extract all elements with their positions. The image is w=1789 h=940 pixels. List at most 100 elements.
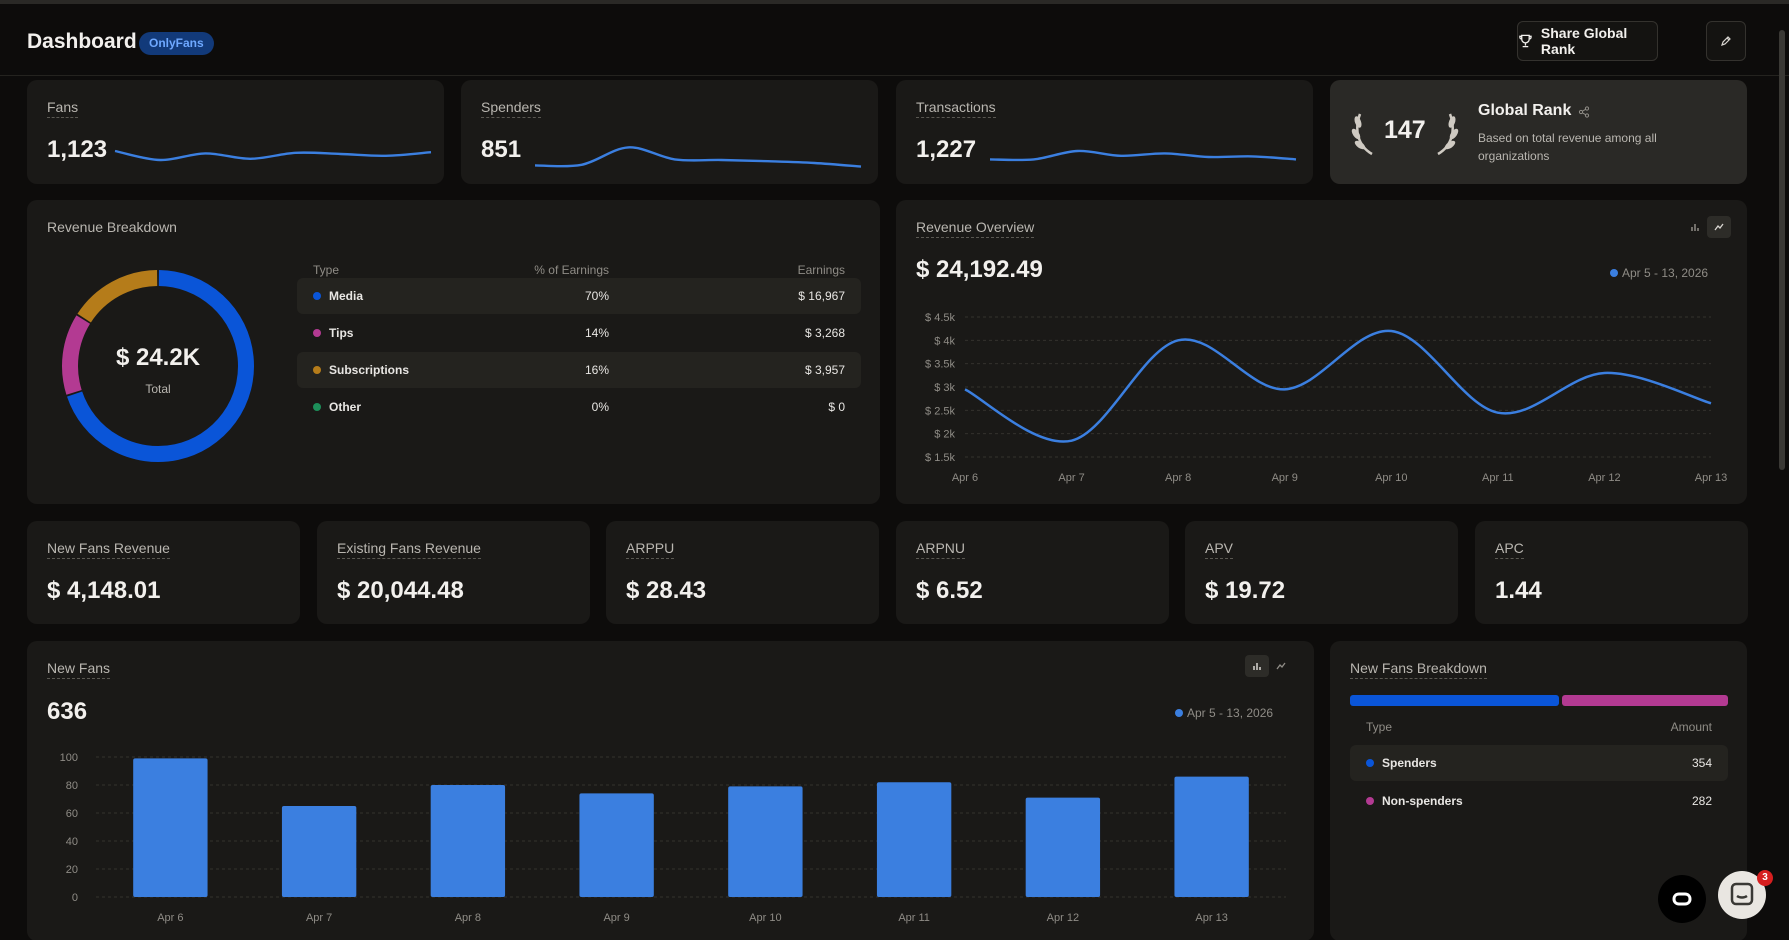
revenue-earnings-cell: $ 3,957 bbox=[804, 363, 845, 377]
x-tick-label: Apr 10 bbox=[749, 912, 781, 924]
new-fans-row[interactable]: Non-spenders 282 bbox=[1350, 783, 1728, 819]
revenue-earnings-cell: $ 3,268 bbox=[804, 326, 845, 340]
bar-apr-9[interactable] bbox=[579, 793, 654, 897]
donut-slice-subscriptions[interactable] bbox=[77, 270, 158, 323]
line-view-toggle[interactable] bbox=[1269, 655, 1293, 677]
y-tick-label: $ 3.5k bbox=[925, 359, 955, 371]
bar-apr-8[interactable] bbox=[430, 785, 506, 897]
metric-label: New Fans Revenue bbox=[47, 540, 170, 559]
bar-chart-icon bbox=[1253, 663, 1261, 670]
bar-view-toggle[interactable] bbox=[1245, 655, 1269, 677]
fans-value: 1,123 bbox=[47, 136, 108, 163]
chat-icon bbox=[1730, 882, 1754, 906]
new-fans-bar-chart: 0 20 40 60 80 100 Apr 6 Apr 7 Apr 8 Apr 9 Apr 10 Ap… bbox=[60, 752, 1286, 924]
bar-apr-13[interactable] bbox=[1174, 776, 1249, 897]
metric-label: Existing Fans Revenue bbox=[337, 540, 481, 559]
line-chart-icon bbox=[1714, 223, 1724, 231]
bar-apr-12[interactable] bbox=[1025, 797, 1101, 897]
transactions-card: Transactions 1,227 bbox=[896, 80, 1313, 184]
fans-label: Fans bbox=[47, 99, 79, 118]
share-icon[interactable] bbox=[1578, 106, 1590, 118]
page-header: Dashboard OnlyFans Share Global Rank bbox=[0, 4, 1789, 76]
type-color-dot bbox=[313, 366, 321, 374]
global-rank-number: 147 bbox=[1384, 116, 1426, 144]
new-fans-legend: Apr 5 - 13, 2026 bbox=[1175, 706, 1273, 720]
revenue-line-chart: $ 1.5k $ 2k $ 2.5k $ 3k $ 3.5k $ 4k $ 4.5k Apr … bbox=[925, 312, 1727, 484]
type-color-dot bbox=[313, 292, 321, 300]
donut-total-value: $ 24.2K bbox=[115, 344, 201, 371]
revenue-pct-cell: 16% bbox=[584, 363, 609, 377]
revenue-row[interactable]: Tips 14% $ 3,268 bbox=[297, 315, 861, 351]
metric-card: Existing Fans Revenue $ 20,044.48 bbox=[317, 521, 590, 624]
metric-card: ARPPU $ 28.43 bbox=[606, 521, 879, 624]
revenue-donut-chart bbox=[62, 270, 254, 462]
revenue-overview-legend-text: Apr 5 - 13, 2026 bbox=[1622, 266, 1709, 280]
type-color-dot bbox=[1366, 797, 1374, 805]
y-tick-label: $ 2k bbox=[934, 429, 955, 441]
spenders-value: 851 bbox=[481, 136, 522, 163]
revenue-type-label: Subscriptions bbox=[329, 363, 410, 377]
revenue-row[interactable]: Other 0% $ 0 bbox=[297, 389, 861, 425]
line-view-toggle[interactable] bbox=[1707, 216, 1731, 238]
bar-view-toggle[interactable] bbox=[1683, 216, 1707, 238]
metric-label: ARPNU bbox=[916, 540, 966, 559]
y-tick-label: $ 3k bbox=[934, 382, 955, 394]
fans-sparkline bbox=[114, 149, 432, 162]
x-tick-label: Apr 11 bbox=[1482, 472, 1514, 484]
x-tick-label: Apr 8 bbox=[1165, 472, 1191, 484]
metric-card: ARPNU $ 6.52 bbox=[896, 521, 1169, 624]
y-tick-label: $ 4k bbox=[934, 335, 955, 347]
col-type-header: Type bbox=[1366, 720, 1393, 734]
donut-slice-media[interactable] bbox=[67, 270, 254, 462]
revenue-type-cell: Subscriptions bbox=[313, 363, 409, 377]
revenue-row[interactable]: Media 70% $ 16,967 bbox=[297, 278, 861, 314]
y-tick-label: $ 2.5k bbox=[925, 405, 955, 417]
new-fans-breakdown-title: New Fans Breakdown bbox=[1350, 660, 1487, 679]
ai-assistant-button[interactable] bbox=[1658, 875, 1706, 923]
bar-apr-7[interactable] bbox=[281, 806, 357, 897]
line-chart-icon bbox=[1276, 662, 1286, 670]
bar-apr-10[interactable] bbox=[728, 786, 803, 897]
page-scrollbar[interactable] bbox=[1779, 30, 1785, 470]
revenue-type-label: Media bbox=[329, 289, 364, 303]
y-tick-label: $ 4.5k bbox=[925, 312, 955, 324]
metric-label: APC bbox=[1495, 540, 1524, 559]
top-border bbox=[0, 0, 1789, 4]
col-earnings-header: Earnings bbox=[797, 263, 845, 277]
edit-button[interactable] bbox=[1706, 21, 1746, 61]
donut-slice-tips[interactable] bbox=[62, 315, 91, 395]
revenue-pct-cell: 14% bbox=[584, 326, 609, 340]
bar-chart-icon bbox=[1691, 224, 1699, 231]
new-fans-stacked-bar bbox=[1350, 695, 1728, 706]
metric-label: APV bbox=[1205, 540, 1234, 559]
metric-label: ARPPU bbox=[626, 540, 675, 559]
y-tick-label: 80 bbox=[66, 780, 78, 792]
bar-apr-11[interactable] bbox=[876, 782, 952, 897]
revenue-overview-card: Revenue Overview $ 24,192.49 Apr 5 - 13,… bbox=[896, 200, 1747, 504]
revenue-row[interactable]: Subscriptions 16% $ 3,957 bbox=[297, 352, 861, 388]
revenue-type-cell: Other bbox=[313, 400, 361, 414]
x-tick-label: Apr 12 bbox=[1047, 912, 1079, 924]
laurel-left-icon bbox=[1351, 113, 1373, 156]
y-tick-label: 40 bbox=[66, 836, 78, 848]
donut-total-label: Total bbox=[145, 382, 171, 396]
y-tick-label: 0 bbox=[72, 892, 78, 904]
x-tick-label: Apr 12 bbox=[1588, 472, 1620, 484]
spenders-card: Spenders 851 bbox=[461, 80, 878, 184]
new-fans-legend-text: Apr 5 - 13, 2026 bbox=[1187, 706, 1274, 720]
stacked-segment-non-spenders[interactable] bbox=[1561, 695, 1728, 706]
share-global-rank-button[interactable]: Share Global Rank bbox=[1517, 21, 1658, 61]
trophy-icon bbox=[1519, 34, 1532, 48]
metric-card: APV $ 19.72 bbox=[1185, 521, 1458, 624]
revenue-series-line[interactable] bbox=[964, 329, 1712, 443]
revenue-pct-cell: 0% bbox=[591, 400, 609, 414]
x-tick-label: Apr 8 bbox=[455, 912, 481, 924]
new-fans-row[interactable]: Spenders 354 bbox=[1350, 745, 1728, 781]
stacked-segment-spenders[interactable] bbox=[1350, 695, 1559, 706]
x-tick-label: Apr 13 bbox=[1195, 912, 1227, 924]
bar-apr-6[interactable] bbox=[133, 758, 208, 897]
revenue-type-label: Tips bbox=[329, 326, 354, 340]
x-tick-label: Apr 11 bbox=[898, 912, 930, 924]
metric-value: $ 4,148.01 bbox=[47, 577, 161, 604]
spenders-sparkline bbox=[534, 146, 862, 168]
